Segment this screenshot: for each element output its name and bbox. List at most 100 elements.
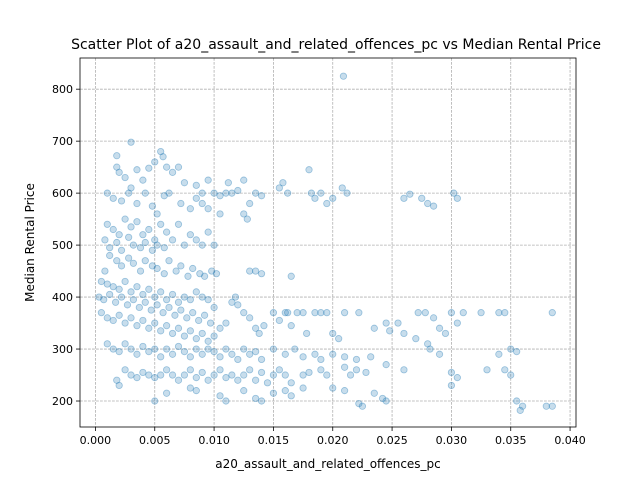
scatter-point <box>189 264 197 273</box>
scatter-point <box>121 277 129 286</box>
scatter-point <box>127 345 135 353</box>
scatter-point <box>495 350 503 358</box>
scatter-point <box>141 238 149 247</box>
y-axis-ticks: 200 300 400 500 600 700 800 <box>52 83 80 408</box>
scatter-point <box>172 267 180 275</box>
scatter-point <box>97 309 105 317</box>
scatter-point <box>459 309 467 317</box>
scatter-point <box>210 241 218 249</box>
scatter-point <box>163 163 171 171</box>
scatter-point <box>234 186 242 195</box>
scatter-point <box>180 348 189 356</box>
scatter-point <box>216 192 224 200</box>
scatter-point <box>513 397 521 405</box>
scatter-point <box>291 345 299 353</box>
y-axis-label: Median Rental Price <box>23 183 37 302</box>
scatter-point <box>317 366 325 374</box>
scatter-point <box>426 345 434 353</box>
scatter-point <box>234 301 242 309</box>
scatter-point <box>151 158 159 166</box>
scatter-point <box>186 384 194 392</box>
scatter-point <box>507 371 515 379</box>
scatter-point <box>106 251 114 260</box>
scatter-point <box>210 371 218 379</box>
scatter-point <box>113 152 121 160</box>
scatter-point <box>447 381 456 390</box>
scatter-point <box>163 296 171 304</box>
scatter-point <box>133 166 141 174</box>
scatter-point <box>257 270 266 278</box>
scatter-point <box>234 355 242 364</box>
scatter-point <box>204 228 212 236</box>
scatter-point <box>240 371 248 379</box>
scatter-point <box>204 176 212 184</box>
scatter-point <box>352 355 361 364</box>
scatter-point <box>507 345 515 353</box>
scatter-point <box>252 324 260 332</box>
y-tick-label: 300 <box>52 343 73 356</box>
y-tick-label: 700 <box>52 135 73 148</box>
scatter-point <box>299 353 307 361</box>
scatter-point <box>477 309 485 317</box>
scatter-point <box>362 368 370 377</box>
scatter-point <box>234 376 242 384</box>
scatter-point <box>186 205 194 213</box>
scatter-point <box>139 290 147 299</box>
scatter-point <box>157 327 165 335</box>
scatter-point <box>115 168 123 176</box>
scatter-point <box>133 322 141 330</box>
scatter-point <box>157 288 165 296</box>
scatter-point <box>133 283 141 291</box>
scatter-point <box>127 371 135 379</box>
scatter-point <box>317 355 325 364</box>
x-tick-label: 0.040 <box>554 434 586 447</box>
data-points <box>95 72 556 414</box>
scatter-point <box>516 406 524 414</box>
scatter-point <box>139 368 147 377</box>
scatter-point <box>198 368 206 377</box>
scatter-point <box>222 189 230 197</box>
scatter-point <box>160 244 168 252</box>
scatter-point <box>339 72 348 80</box>
scatter-point <box>198 199 206 208</box>
scatter-point <box>281 371 289 379</box>
scatter-point <box>148 246 156 254</box>
scatter-point <box>210 348 218 356</box>
y-tick-label: 500 <box>52 239 73 252</box>
scatter-point <box>157 371 165 379</box>
chart-title: Scatter Plot of a20_assault_and_related_… <box>71 37 601 53</box>
scatter-point <box>287 322 295 330</box>
scatter-point <box>148 262 156 270</box>
scatter-point <box>307 189 315 197</box>
scatter-point <box>386 327 394 335</box>
scatter-point <box>109 345 117 353</box>
scatter-point <box>157 220 165 228</box>
scatter-point <box>216 353 224 361</box>
scatter-point <box>139 342 147 351</box>
scatter-point <box>240 176 248 184</box>
scatter-point <box>135 303 143 312</box>
scatter-point <box>186 366 194 374</box>
scatter-point <box>323 199 331 208</box>
scatter-point <box>160 192 168 200</box>
scatter-point <box>159 309 167 317</box>
scatter-point <box>109 225 117 234</box>
scatter-point <box>153 241 161 249</box>
scatter-point <box>151 293 159 301</box>
scatter-point <box>186 353 194 361</box>
scatter-point <box>129 259 137 267</box>
scatter-point <box>216 210 224 218</box>
scatter-point <box>127 314 135 322</box>
scatter-point <box>129 241 137 249</box>
scatter-point <box>400 194 408 202</box>
scatter-point <box>106 244 114 252</box>
scatter-point <box>424 199 432 208</box>
scatter-point <box>305 368 313 377</box>
scatter-point <box>180 332 189 340</box>
scatter-point <box>501 309 509 317</box>
scatter-point <box>127 288 135 296</box>
scatter-point <box>303 329 311 338</box>
scatter-point <box>160 270 168 278</box>
scatter-point <box>412 335 420 343</box>
scatter-point <box>125 189 133 197</box>
